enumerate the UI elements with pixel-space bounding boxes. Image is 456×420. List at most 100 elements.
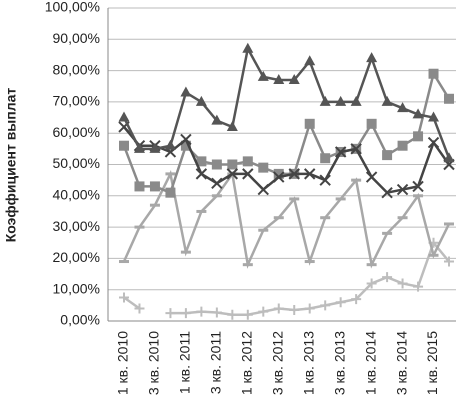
x-tick-label: 1 кв. 2011: [177, 331, 193, 394]
x-tick-label: 1 кв. 2015: [424, 331, 440, 395]
marker: [242, 156, 253, 167]
marker: [119, 140, 129, 151]
marker: [273, 168, 284, 179]
marker: [413, 281, 424, 292]
marker: [165, 187, 176, 198]
marker: [288, 73, 300, 84]
marker: [134, 303, 145, 314]
marker: [196, 306, 207, 317]
marker: [366, 52, 378, 63]
marker: [273, 73, 285, 84]
marker: [133, 142, 145, 153]
marker: [397, 278, 408, 289]
marker: [134, 181, 145, 192]
marker: [211, 159, 222, 170]
marker: [227, 309, 238, 320]
marker: [226, 168, 239, 180]
marker: [334, 146, 347, 158]
marker: [444, 256, 454, 267]
series-line: [122, 70, 451, 195]
marker: [273, 171, 285, 183]
x-tick-label: 1 кв. 2013: [300, 331, 316, 395]
y-tick-label: 100,00%: [45, 0, 100, 15]
marker: [211, 177, 223, 189]
marker: [288, 168, 300, 180]
marker: [381, 186, 393, 199]
y-tick-label: 70,00%: [53, 93, 100, 109]
marker: [289, 305, 300, 316]
marker: [242, 168, 254, 180]
x-tick-label: 1 кв. 2014: [362, 331, 378, 395]
marker: [304, 168, 316, 180]
x-tick-label: 3 кв. 2011: [208, 331, 224, 394]
marker: [304, 55, 316, 66]
series-line: [122, 45, 451, 159]
marker: [227, 159, 238, 170]
marker: [382, 150, 393, 161]
marker: [257, 183, 269, 196]
marker: [350, 143, 362, 155]
marker: [273, 303, 284, 314]
series-line: [123, 126, 451, 195]
marker: [180, 133, 192, 146]
marker: [444, 93, 454, 104]
marker: [413, 131, 424, 142]
marker: [304, 303, 315, 314]
marker: [381, 95, 393, 106]
marker: [242, 309, 253, 320]
marker: [164, 139, 176, 150]
y-tick-label: 20,00%: [53, 249, 100, 265]
y-tick-label: 10,00%: [53, 280, 100, 296]
marker: [335, 297, 346, 308]
marker: [335, 95, 347, 106]
marker: [351, 294, 362, 305]
marker: [397, 102, 409, 113]
marker: [443, 152, 455, 163]
series-line: [123, 240, 450, 316]
marker: [258, 162, 269, 173]
marker: [366, 278, 377, 289]
marker: [118, 111, 130, 122]
marker: [165, 308, 176, 319]
marker: [428, 111, 440, 122]
marker: [180, 86, 192, 97]
marker: [149, 142, 161, 153]
marker: [428, 68, 439, 79]
marker: [320, 153, 331, 164]
marker: [304, 118, 315, 129]
marker: [396, 183, 409, 196]
marker: [412, 180, 424, 193]
marker: [149, 181, 160, 192]
marker: [195, 168, 208, 180]
marker: [319, 174, 331, 186]
marker: [350, 95, 362, 106]
marker: [180, 140, 191, 151]
y-tick-label: 60,00%: [53, 124, 100, 140]
marker: [397, 140, 408, 151]
y-tick-label: 50,00%: [53, 155, 100, 171]
marker: [211, 114, 223, 125]
marker: [119, 292, 129, 303]
marker: [242, 42, 254, 53]
y-axis-label: Коэффициент выплат: [3, 88, 19, 243]
marker: [382, 272, 393, 283]
y-tick-label: 0,00%: [60, 312, 100, 328]
y-tick-label: 80,00%: [53, 61, 100, 77]
marker: [195, 95, 207, 106]
series-line: [122, 170, 451, 269]
x-tick-label: 3 кв. 2010: [146, 331, 162, 395]
x-tick-label: 3 кв. 2012: [269, 331, 285, 395]
marker: [226, 120, 238, 131]
marker: [196, 156, 207, 167]
marker: [211, 307, 222, 318]
x-tick-label: 3 кв. 2013: [331, 331, 347, 395]
marker: [180, 308, 191, 319]
y-tick-label: 30,00%: [53, 218, 100, 234]
marker: [320, 300, 331, 311]
marker: [365, 171, 378, 183]
x-tick-label: 3 кв. 2014: [393, 331, 409, 395]
x-tick-label: 1 кв. 2012: [239, 331, 255, 395]
y-tick-label: 40,00%: [53, 187, 100, 203]
marker: [366, 118, 377, 129]
